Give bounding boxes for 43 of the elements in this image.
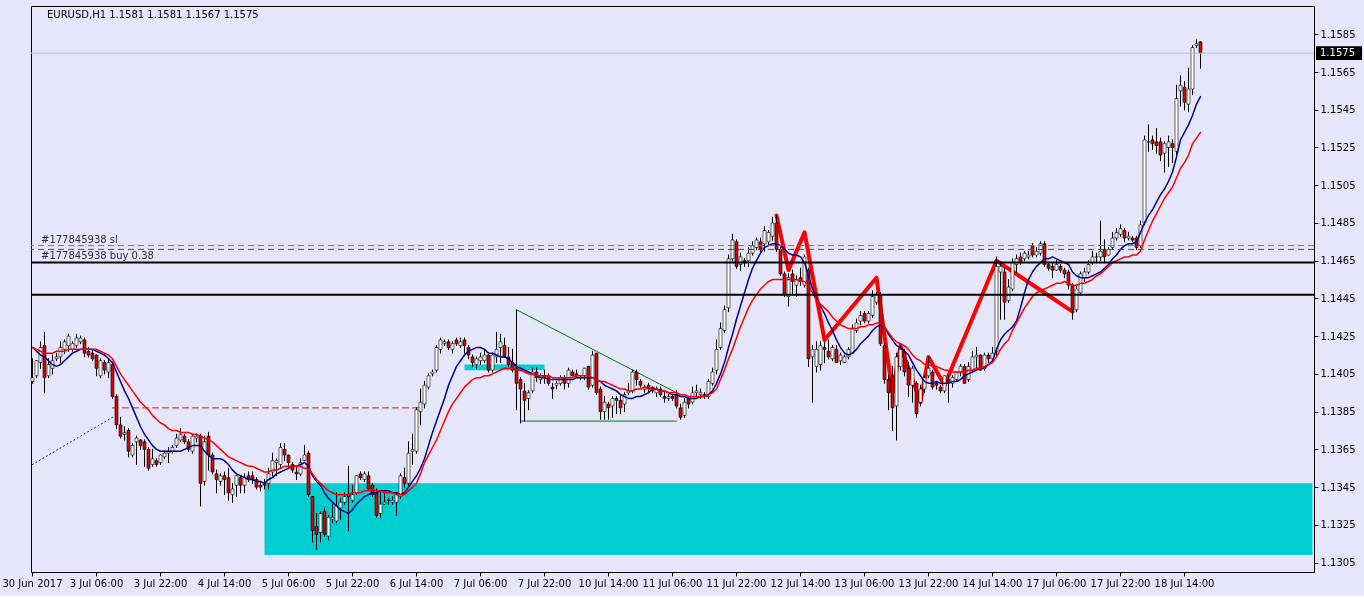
- y-tick-label: 1.1345: [1320, 481, 1356, 493]
- x-tick-label: 30 Jun 2017: [2, 577, 63, 589]
- x-tick-label: 18 Jul 14:00: [1154, 577, 1215, 589]
- x-tick-label: 11 Jul 06:00: [642, 577, 703, 589]
- y-tick-label: 1.1445: [1320, 292, 1356, 304]
- ref-line-label: #177845938 buy 0.38: [41, 250, 154, 262]
- x-tick-label: 17 Jul 22:00: [1090, 577, 1151, 589]
- candlestick: [822, 341, 827, 364]
- x-tick-label: 13 Jul 22:00: [898, 577, 959, 589]
- x-tick-label: 3 Jul 06:00: [69, 577, 124, 589]
- candlestick: [334, 492, 339, 524]
- x-tick-label: 5 Jul 22:00: [325, 577, 380, 589]
- x-tick-label: 14 Jul 14:00: [962, 577, 1023, 589]
- y-tick-label: 1.1525: [1320, 142, 1356, 153]
- x-tick-label: 7 Jul 22:00: [517, 577, 572, 589]
- ref-line-label: 1.1575: [1320, 47, 1355, 59]
- x-tick-label: 12 Jul 14:00: [770, 577, 831, 589]
- y-tick-label: 1.1465: [1320, 255, 1356, 267]
- candlestick: [94, 354, 99, 377]
- y-tick-label: 1.1365: [1320, 443, 1356, 455]
- candlestick: [818, 341, 823, 371]
- x-tick-label: 6 Jul 14:00: [389, 577, 444, 589]
- y-tick-label: 1.1505: [1320, 179, 1356, 191]
- y-tick-label: 1.1565: [1320, 66, 1356, 78]
- y-tick-label: 1.1585: [1320, 28, 1356, 40]
- x-tick-label: 11 Jul 22:00: [706, 577, 767, 589]
- y-tick-label: 1.1325: [1320, 519, 1356, 531]
- x-tick-label: 17 Jul 06:00: [1026, 577, 1087, 589]
- y-tick-label: 1.1545: [1320, 104, 1356, 116]
- ref-line-label: #177845938 sl: [41, 233, 118, 245]
- y-tick-label: 1.1405: [1320, 368, 1356, 380]
- y-tick-label: 1.1485: [1320, 217, 1356, 229]
- x-tick-label: 7 Jul 06:00: [453, 577, 508, 589]
- x-tick-label: 4 Jul 14:00: [197, 577, 252, 589]
- x-tick-label: 3 Jul 22:00: [133, 577, 188, 589]
- candlestick: [226, 467, 231, 501]
- y-tick-label: 1.1425: [1320, 330, 1356, 342]
- x-tick-label: 13 Jul 06:00: [834, 577, 895, 589]
- y-tick-label: 1.1385: [1320, 406, 1356, 418]
- chart-title: EURUSD,H1 1.1581 1.1581 1.1567 1.1575: [47, 9, 259, 20]
- x-tick-label: 5 Jul 06:00: [261, 577, 316, 589]
- y-tick-label: 1.1305: [1320, 557, 1356, 569]
- x-tick-label: 10 Jul 14:00: [578, 577, 639, 589]
